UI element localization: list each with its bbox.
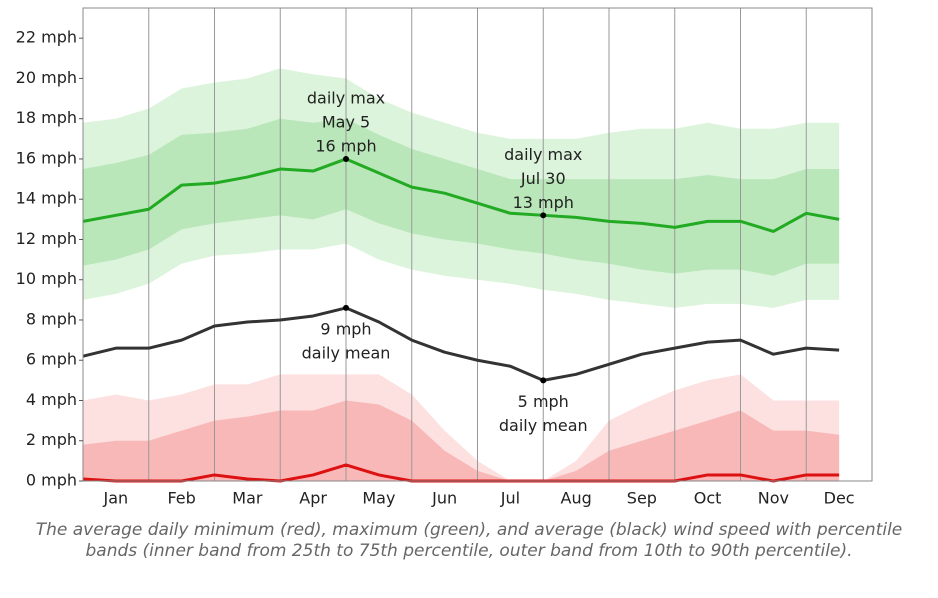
y-tick-label: 18 mph <box>16 108 77 127</box>
point <box>343 155 349 162</box>
y-tick-label: 2 mph <box>26 430 77 449</box>
x-tick-label: Jul <box>500 489 520 508</box>
annotation: 5 mph <box>518 392 569 411</box>
annotation: daily mean <box>499 416 588 435</box>
point <box>540 377 547 384</box>
y-tick-label: 10 mph <box>16 269 77 288</box>
plot-border <box>82 7 873 482</box>
y-tick-label: 14 mph <box>16 189 77 208</box>
y-tick-label: 20 mph <box>16 68 77 87</box>
x-tick-label: Dec <box>824 489 855 508</box>
y-tick-label: 22 mph <box>16 28 77 47</box>
y-tick-label: 6 mph <box>26 350 77 369</box>
x-tick-label: Jan <box>103 489 129 508</box>
annotation: daily mean <box>302 343 391 362</box>
chart: daily max May 5 16 mph daily max Jul 30 13 mp… <box>16 7 873 508</box>
annotation: daily max <box>504 145 582 164</box>
y-tick-label: 16 mph <box>16 148 77 167</box>
x-tick-label: Nov <box>758 489 789 508</box>
annotation: daily max <box>307 88 385 107</box>
line <box>82 306 840 382</box>
annotation: May 5 <box>322 112 370 131</box>
point <box>343 304 349 311</box>
x-tick-label: Aug <box>561 489 592 508</box>
percentile-band <box>83 400 840 481</box>
y-tick-label: 4 mph <box>26 390 77 409</box>
annotation: 16 mph <box>315 136 376 155</box>
caption: The average daily minimum (red), maximum… <box>35 520 903 561</box>
y-tick-label: 8 mph <box>26 309 77 328</box>
x-tick-label: Mar <box>232 489 263 508</box>
x-tick-label: Apr <box>299 489 327 508</box>
x-tick-label: May <box>362 489 395 508</box>
x-tick-label: Oct <box>694 489 722 508</box>
x-tick-label: Feb <box>167 489 195 508</box>
point <box>540 212 547 219</box>
annotation: Jul 30 <box>520 169 566 188</box>
x-tick-label: Sep <box>627 489 657 508</box>
annotation: 9 mph <box>320 319 371 338</box>
x-tick-label: Jun <box>431 489 457 508</box>
annotation: 13 mph <box>513 193 574 212</box>
line <box>82 157 840 233</box>
y-tick-label: 0 mph <box>26 471 77 490</box>
y-tick-label: 12 mph <box>16 229 77 248</box>
